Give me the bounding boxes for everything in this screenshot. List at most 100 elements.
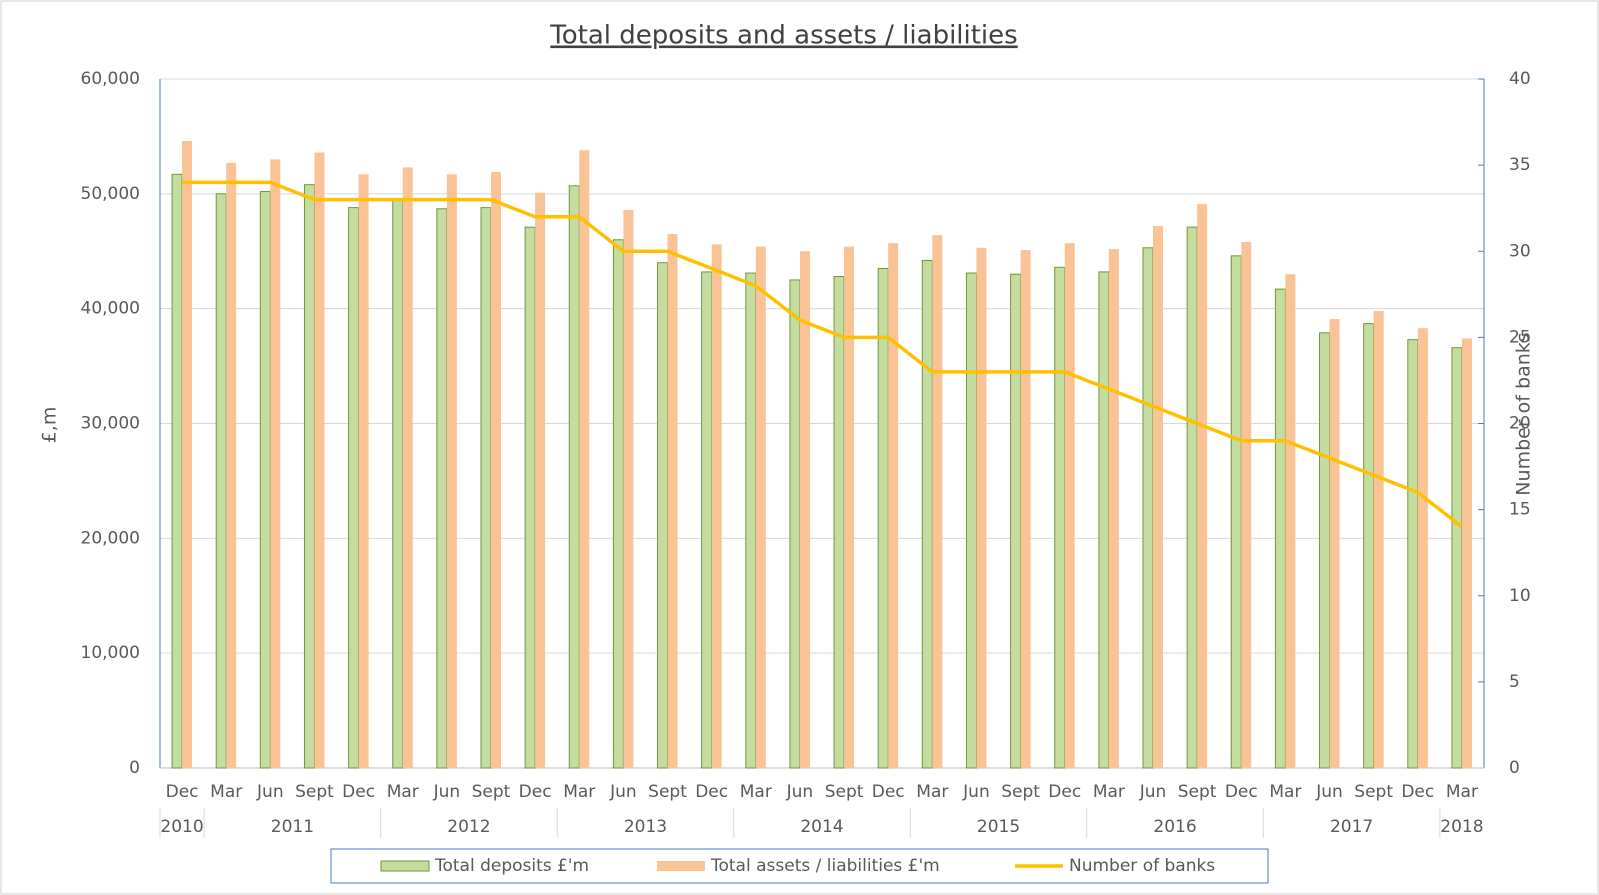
bar [1230,255,1242,769]
x-tick-label: Jun [962,782,990,802]
y2-tick-label: 5 [1509,672,1520,692]
bar [844,246,855,768]
x-tick-label: Sept [825,782,864,802]
bar [745,272,757,769]
bar [711,244,722,769]
bar [446,174,457,769]
bar [1285,274,1296,768]
x-tick-label: Jun [256,782,284,802]
bar [657,262,669,769]
x-tick-label: Dec [1401,782,1434,802]
bar [1363,323,1375,769]
x-tick-label: Dec [695,782,728,802]
x-tick-label: Mar [210,782,242,802]
x-tick-label: Sept [295,782,334,802]
y2-tick-label: 40 [1509,69,1531,89]
x-tick-label: Mar [563,782,595,802]
bar [1186,226,1198,769]
x-tick-label: Dec [342,782,375,802]
bar [755,246,766,768]
bar [921,259,933,769]
bar [1108,248,1119,768]
bar [1329,319,1340,768]
x-tick-label: Mar [387,782,419,802]
x-tick-label: Sept [648,782,687,802]
bar [402,167,413,769]
x-group-label: 2010 [160,817,203,837]
bar [215,193,227,769]
bar [1098,271,1110,769]
bar [535,192,546,768]
x-group-label: 2017 [1330,817,1373,837]
bar [392,199,404,769]
y-tick-label: 10,000 [81,643,140,663]
y-tick-label: 30,000 [81,414,140,434]
y-axis-title: £,m [39,407,61,444]
bar [303,184,315,769]
bar [1451,347,1463,769]
bar [1319,332,1331,769]
bar [524,226,536,769]
x-tick-label: Jun [433,782,461,802]
y2-tick-label: 20 [1509,414,1531,434]
x-group-label: 2014 [800,817,843,837]
bar [612,239,624,769]
x-tick-label: Dec [872,782,905,802]
bar [1020,250,1031,768]
bar [436,208,448,769]
bar [623,209,634,768]
bar [1241,242,1252,768]
y2-tick-label: 35 [1509,155,1531,175]
bar [314,152,325,768]
x-tick-label: Sept [1178,782,1217,802]
x-tick-label: Jun [786,782,814,802]
bar [1197,204,1208,768]
y-tick-label: 0 [129,758,140,778]
bar [348,207,360,769]
bar [182,141,193,768]
y2-tick-label: 10 [1509,586,1531,606]
y2-tick-label: 0 [1509,758,1520,778]
y2-tick-label: 15 [1509,500,1531,520]
y2-tick-label: 25 [1509,327,1531,347]
y2-axis-title: Number of banks [1513,332,1535,495]
bar [579,150,590,769]
bar [932,235,943,768]
x-tick-label: Mar [740,782,772,802]
bar [1274,288,1286,769]
x-tick-label: Sept [1001,782,1040,802]
x-tick-label: Sept [1354,782,1393,802]
bar [270,159,281,769]
y-tick-label: 40,000 [81,299,140,319]
bar [171,173,183,769]
x-tick-label: Sept [472,782,511,802]
legend-swatch [380,860,430,872]
bar [833,276,845,769]
x-tick-label: Mar [1093,782,1125,802]
bar [1407,339,1419,769]
bar [789,279,801,769]
x-group-label: 2018 [1440,817,1483,837]
bar [226,162,237,768]
x-tick-label: Jun [1139,782,1167,802]
x-tick-label: Mar [916,782,948,802]
bar [358,174,369,769]
y2-tick-label: 30 [1509,241,1531,261]
bar [1142,247,1154,769]
y-tick-label: 60,000 [81,69,140,89]
y-tick-label: 20,000 [81,528,140,548]
bar [1153,225,1163,768]
x-group-label: 2012 [447,817,490,837]
bar [1010,273,1022,769]
x-tick-label: Jun [609,782,637,802]
bar [701,271,713,769]
bar [1461,338,1472,768]
bar [667,234,678,768]
x-tick-label: Dec [1048,782,1081,802]
bar [799,251,810,768]
bar [1054,266,1066,769]
bar [568,185,580,769]
x-tick-label: Mar [1269,782,1301,802]
bar [1373,310,1384,768]
